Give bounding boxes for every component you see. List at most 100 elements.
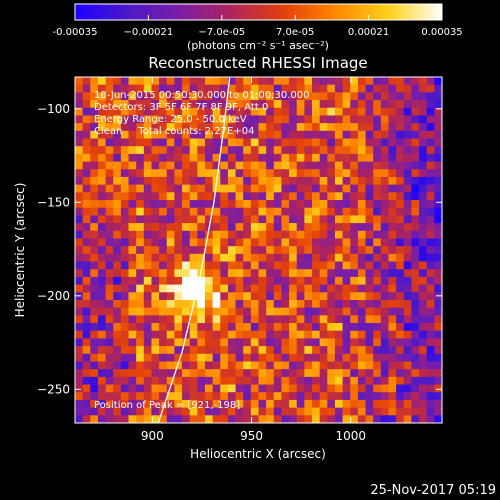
- heatmap-cell: [396, 415, 405, 423]
- heatmap-cell: [388, 284, 397, 293]
- heatmap-cell: [174, 284, 183, 293]
- heatmap-cell: [403, 230, 413, 240]
- heatmap-cell: [197, 353, 206, 363]
- heatmap-cell: [90, 246, 99, 255]
- heatmap-cell: [373, 330, 382, 340]
- heatmap-cell: [235, 200, 244, 209]
- heatmap-cell: [296, 77, 305, 86]
- y-tick-label: −250: [37, 382, 70, 396]
- heatmap-cell: [258, 299, 267, 309]
- heatmap-cell: [312, 123, 321, 132]
- heatmap-cell: [197, 276, 206, 286]
- heatmap-cell: [136, 123, 145, 132]
- heatmap-cell: [365, 369, 374, 378]
- heatmap-cell: [365, 415, 374, 423]
- heatmap-cell: [182, 184, 191, 193]
- heatmap-cell: [227, 100, 237, 109]
- heatmap-cell: [235, 100, 244, 109]
- heatmap-cell: [388, 200, 397, 209]
- heatmap-cell: [90, 369, 99, 378]
- heatmap-cell: [227, 323, 237, 332]
- heatmap-cell: [159, 323, 168, 332]
- heatmap-cell: [388, 338, 397, 347]
- heatmap-cell: [250, 77, 260, 86]
- heatmap-cell: [373, 153, 382, 163]
- heatmap-cell: [151, 330, 160, 340]
- heatmap-cell: [319, 253, 328, 263]
- heatmap-cell: [174, 346, 183, 355]
- heatmap-cell: [220, 399, 229, 409]
- heatmap-cell: [166, 230, 175, 240]
- heatmap-cell: [97, 376, 107, 386]
- heatmap-cell: [281, 307, 290, 316]
- heatmap-cell: [128, 292, 137, 301]
- heatmap-cell: [189, 323, 198, 332]
- heatmap-cell: [82, 169, 91, 178]
- heatmap-cell: [204, 184, 214, 193]
- heatmap-cell: [151, 169, 160, 178]
- heatmap-cell: [105, 323, 114, 332]
- heatmap-cell: [250, 192, 260, 201]
- heatmap-cell: [357, 299, 367, 309]
- heatmap-cell: [258, 207, 267, 216]
- heatmap-cell: [342, 115, 351, 124]
- heatmap-cell: [296, 238, 305, 247]
- heatmap-cell: [304, 138, 313, 147]
- heatmap-cell: [357, 399, 367, 409]
- heatmap-cell: [113, 176, 122, 186]
- heatmap-cell: [396, 392, 405, 401]
- heatmap-cell: [204, 123, 214, 132]
- heatmap-cell: [204, 338, 214, 347]
- heatmap-cell: [75, 253, 84, 263]
- heatmap-cell: [266, 392, 275, 401]
- heatmap-cell: [220, 284, 229, 293]
- heatmap-cell: [197, 115, 206, 124]
- heatmap-cell: [434, 161, 442, 170]
- heatmap-cell: [434, 123, 442, 132]
- heatmap-cell: [166, 169, 175, 178]
- heatmap-cell: [426, 346, 435, 355]
- heatmap-cell: [128, 230, 137, 240]
- heatmap-cell: [350, 299, 359, 309]
- heatmap-cell: [350, 130, 359, 140]
- heatmap-cell: [388, 269, 397, 278]
- heatmap-cell: [90, 253, 99, 263]
- heatmap-cell: [128, 415, 137, 423]
- x-axis-ticks: 900 950 1000: [141, 77, 366, 443]
- heatmap-cell: [350, 323, 359, 332]
- heatmap-cell: [159, 161, 168, 170]
- heatmap-cell: [227, 353, 237, 363]
- heatmap-cell: [327, 407, 336, 416]
- heatmap-cell: [227, 238, 237, 247]
- heatmap-cell: [235, 215, 244, 224]
- heatmap-cell: [197, 207, 206, 216]
- heatmap-cell: [212, 269, 221, 278]
- heatmap-cell: [250, 215, 260, 224]
- heatmap-cell: [174, 84, 183, 93]
- heatmap-cell: [327, 276, 336, 286]
- heatmap-cell: [273, 307, 283, 316]
- heatmap-cell: [312, 192, 321, 201]
- heatmap-cell: [350, 100, 359, 109]
- heatmap-cell: [312, 323, 321, 332]
- heatmap-cell: [350, 161, 359, 170]
- heatmap-cell: [312, 353, 321, 363]
- heatmap-cell: [128, 323, 137, 332]
- heatmap-cell: [243, 392, 252, 401]
- heatmap-cell: [296, 200, 305, 209]
- heatmap-cell: [266, 184, 275, 193]
- heatmap-cell: [212, 299, 221, 309]
- heatmap-cell: [403, 161, 413, 170]
- heatmap-cell: [365, 77, 374, 86]
- heatmap-cell: [235, 84, 244, 93]
- heatmap-cell: [342, 169, 351, 178]
- heatmap-cell: [396, 369, 405, 378]
- heatmap-cell: [189, 253, 198, 263]
- heatmap-cell: [396, 215, 405, 224]
- heatmap-cell: [243, 415, 252, 423]
- heatmap-cell: [434, 223, 442, 232]
- heatmap-cell: [212, 415, 221, 423]
- heatmap-cell: [357, 207, 367, 216]
- heatmap-cell: [327, 215, 336, 224]
- heatmap-cell: [204, 176, 214, 186]
